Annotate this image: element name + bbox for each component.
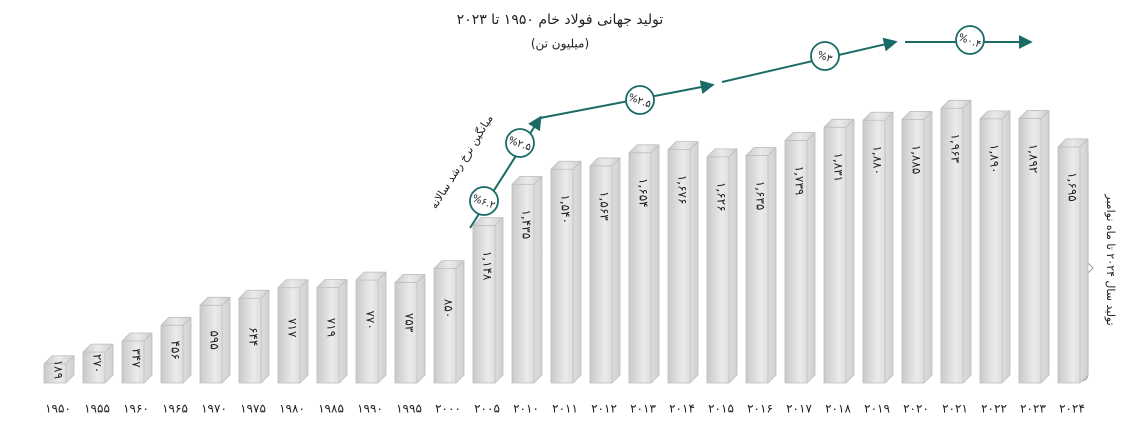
x-tick-label: ۱۹۹۵ [396,402,422,416]
value-label: ۱,۷۳۹ [793,166,807,196]
chart-title: تولید جهانی فولاد خام ۱۹۵۰ تا ۲۰۲۳ [457,12,664,28]
bar [82,343,114,384]
x-tick-label: ۱۹۶۰ [123,402,149,416]
bar [277,279,309,384]
value-label: ۱۸۹ [52,360,66,379]
value-label: ۲۷۰ [91,354,105,373]
growth-circle [505,128,535,158]
value-label: ۷۱۹ [325,318,339,337]
bar [823,118,855,384]
bar [316,279,348,384]
x-tick-label: ۱۹۵۵ [84,402,110,416]
bar [979,110,1011,384]
x-tick-label: ۱۹۵۰ [45,402,71,416]
x-tick-label: ۲۰۱۲ [591,402,617,416]
value-label: ۷۱۷ [286,318,300,338]
note-2024: تولید سال ۲۰۲۴ تا ماه نوامبر [1104,193,1117,325]
bar [901,111,933,384]
value-label: ۸۵۰ [442,299,456,318]
x-tick-label: ۲۰۲۰ [903,402,929,416]
value-label: ۱,۸۹۰ [988,144,1002,174]
x-tick-label: ۱۹۷۵ [240,402,266,416]
x-tick-label: ۲۰۱۶ [747,402,773,416]
value-label: ۱,۹۶۳ [949,134,963,164]
value-label: ۱,۵۶۳ [598,191,612,221]
bar [745,147,777,384]
bar [355,271,387,384]
bar [433,260,465,384]
x-tick-label: ۲۰۲۲ [981,402,1007,416]
x-tick-label: ۱۹۷۰ [201,402,227,416]
value-label: ۱,۶۹۵ [1066,172,1080,202]
x-tick-label: ۲۰۰۵ [474,402,500,416]
bar [628,144,660,384]
x-tick-label: ۲۰۱۸ [825,402,851,416]
value-label: ۶۴۴ [247,327,261,346]
x-tick-label: ۲۰۱۱ [552,402,578,416]
growth-circle [625,85,655,115]
bar [862,111,894,384]
value-label: ۱,۸۸۰ [871,145,885,175]
bar [121,332,153,384]
bar [667,141,699,384]
bar [940,99,972,384]
bar [511,175,543,384]
value-label: ۳۴۷ [130,348,144,368]
value-label: ۷۷۰ [364,310,378,329]
bar [43,355,75,384]
bar [589,157,621,384]
x-tick-label: ۲۰۲۳ [1020,402,1046,416]
value-label: ۷۵۳ [403,313,417,333]
x-tick-label: ۲۰۱۹ [864,402,890,416]
growth-circle [810,41,840,71]
growth-rate: %۳ [816,50,834,66]
value-label: ۱,۸۳۱ [832,153,846,183]
growth-circle [469,186,499,216]
value-label: ۱,۶۲۶ [715,182,729,212]
bar [472,217,504,384]
value-label: ۱,۱۴۸ [481,251,495,281]
bar [706,148,738,384]
x-tick-label: ۲۰۱۳ [630,402,656,416]
value-label: ۱,۸۸۵ [910,145,924,175]
bar [238,289,270,384]
bar [1057,138,1089,384]
x-tick-label: ۱۹۸۰ [279,402,305,416]
chart-subtitle: (میلیون تن) [531,37,589,52]
x-tick-label: ۲۰۲۴ [1059,402,1085,416]
x-tick-label: ۲۰۲۱ [942,402,968,416]
x-tick-label: ۱۹۹۰ [357,402,383,416]
x-tick-label: ۱۹۶۵ [162,402,188,416]
growth-circle [955,25,985,55]
value-label: ۱,۶۵۴ [637,178,651,208]
value-label: ۱,۶۷۶ [676,175,690,205]
x-tick-label: ۲۰۰۰ [435,402,461,416]
x-tick-label: ۲۰۱۴ [669,402,695,416]
value-label: ۴۵۶ [169,340,183,359]
value-label: ۵۹۵ [208,330,222,349]
bar [550,160,582,384]
x-tick-label: ۱۹۸۵ [318,402,344,416]
bar [394,274,426,384]
value-label: ۱,۵۴۰ [559,194,573,224]
bar [1018,110,1050,384]
x-tick-label: ۲۰۱۰ [513,402,539,416]
bar [160,316,192,384]
value-label: ۱,۸۹۲ [1027,144,1041,174]
bar [199,296,231,384]
value-label: ۱,۶۳۵ [754,181,768,211]
x-tick-label: ۲۰۱۷ [786,402,812,416]
bar [784,132,816,384]
value-label: ۱,۴۳۵ [520,210,534,240]
x-tick-label: ۲۰۱۵ [708,402,734,416]
